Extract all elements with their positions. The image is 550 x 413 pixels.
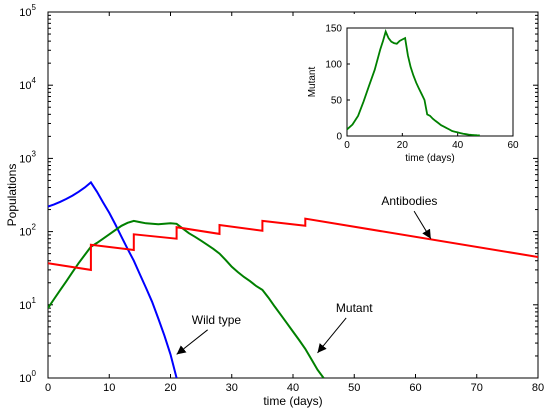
inset-frame	[346, 27, 514, 137]
y-tick-label: 100	[19, 369, 36, 385]
main-plot: 0 10 20 30 40 50 60 70 80100101102103104105time …	[5, 3, 544, 408]
inset-x-axis-label: time (days)	[405, 153, 454, 164]
y-tick-base: 10	[19, 7, 31, 19]
inset-x-tick-label: 60	[507, 140, 519, 151]
inset-x-tick-label: 40	[452, 140, 464, 151]
y-tick-label: 104	[19, 76, 36, 92]
annotation-arrow	[413, 210, 432, 239]
y-tick-exponent: 2	[32, 223, 37, 232]
x-tick-label: 60	[409, 382, 421, 394]
x-tick-label: 20	[164, 382, 176, 394]
y-tick-exponent: 3	[32, 149, 37, 158]
annotation-label: Wild type	[192, 313, 242, 327]
y-tick-label: 105	[19, 3, 36, 19]
y-axis-label: Populations	[5, 164, 19, 227]
antibodies-line	[48, 217, 538, 272]
x-axis-label: time (days)	[263, 394, 322, 408]
y-tick-base: 10	[19, 153, 31, 165]
y-tick-base: 10	[19, 373, 31, 385]
inset-plot: 0 20 40 60 0 50 100 150 time (days) Mutant	[299, 14, 525, 174]
y-tick-exponent: 5	[32, 3, 37, 12]
inset-x-tick-label: 20	[397, 140, 409, 151]
x-tick-label: 70	[471, 382, 483, 394]
inset-y-axis-label: Mutant	[307, 66, 318, 97]
y-tick-base: 10	[19, 227, 31, 239]
y-tick-label: 102	[19, 223, 36, 239]
x-tick-label: 30	[226, 382, 238, 394]
annotation-arrow	[176, 329, 208, 355]
y-tick-base: 10	[19, 300, 31, 312]
x-tick-label: 80	[532, 382, 544, 394]
annotation-label: Antibodies	[381, 194, 437, 208]
y-tick-exponent: 4	[32, 76, 37, 85]
x-tick-label: 50	[348, 382, 360, 394]
annotation-label: Mutant	[336, 301, 373, 315]
y-tick-label: 103	[19, 149, 36, 165]
inset-y-tick-label: 150	[325, 24, 342, 35]
inset-y-tick-label: 0	[336, 132, 342, 143]
x-tick-label: 10	[103, 382, 115, 394]
wild-type-line	[48, 180, 178, 378]
inset-y-tick-label: 50	[331, 96, 343, 107]
inset-x-tick-label: 0	[344, 140, 350, 151]
inset-mutant-line	[347, 28, 480, 136]
y-tick-exponent: 1	[32, 296, 37, 305]
inset-background	[299, 14, 525, 174]
mutant-line	[48, 219, 325, 378]
annotation-arrow	[317, 317, 347, 354]
inset-y-tick-label: 100	[325, 60, 342, 71]
y-tick-exponent: 0	[32, 369, 37, 378]
x-tick-label: 40	[287, 382, 299, 394]
y-tick-label: 101	[19, 296, 36, 312]
y-tick-base: 10	[19, 80, 31, 92]
x-tick-label: 0	[45, 382, 51, 394]
